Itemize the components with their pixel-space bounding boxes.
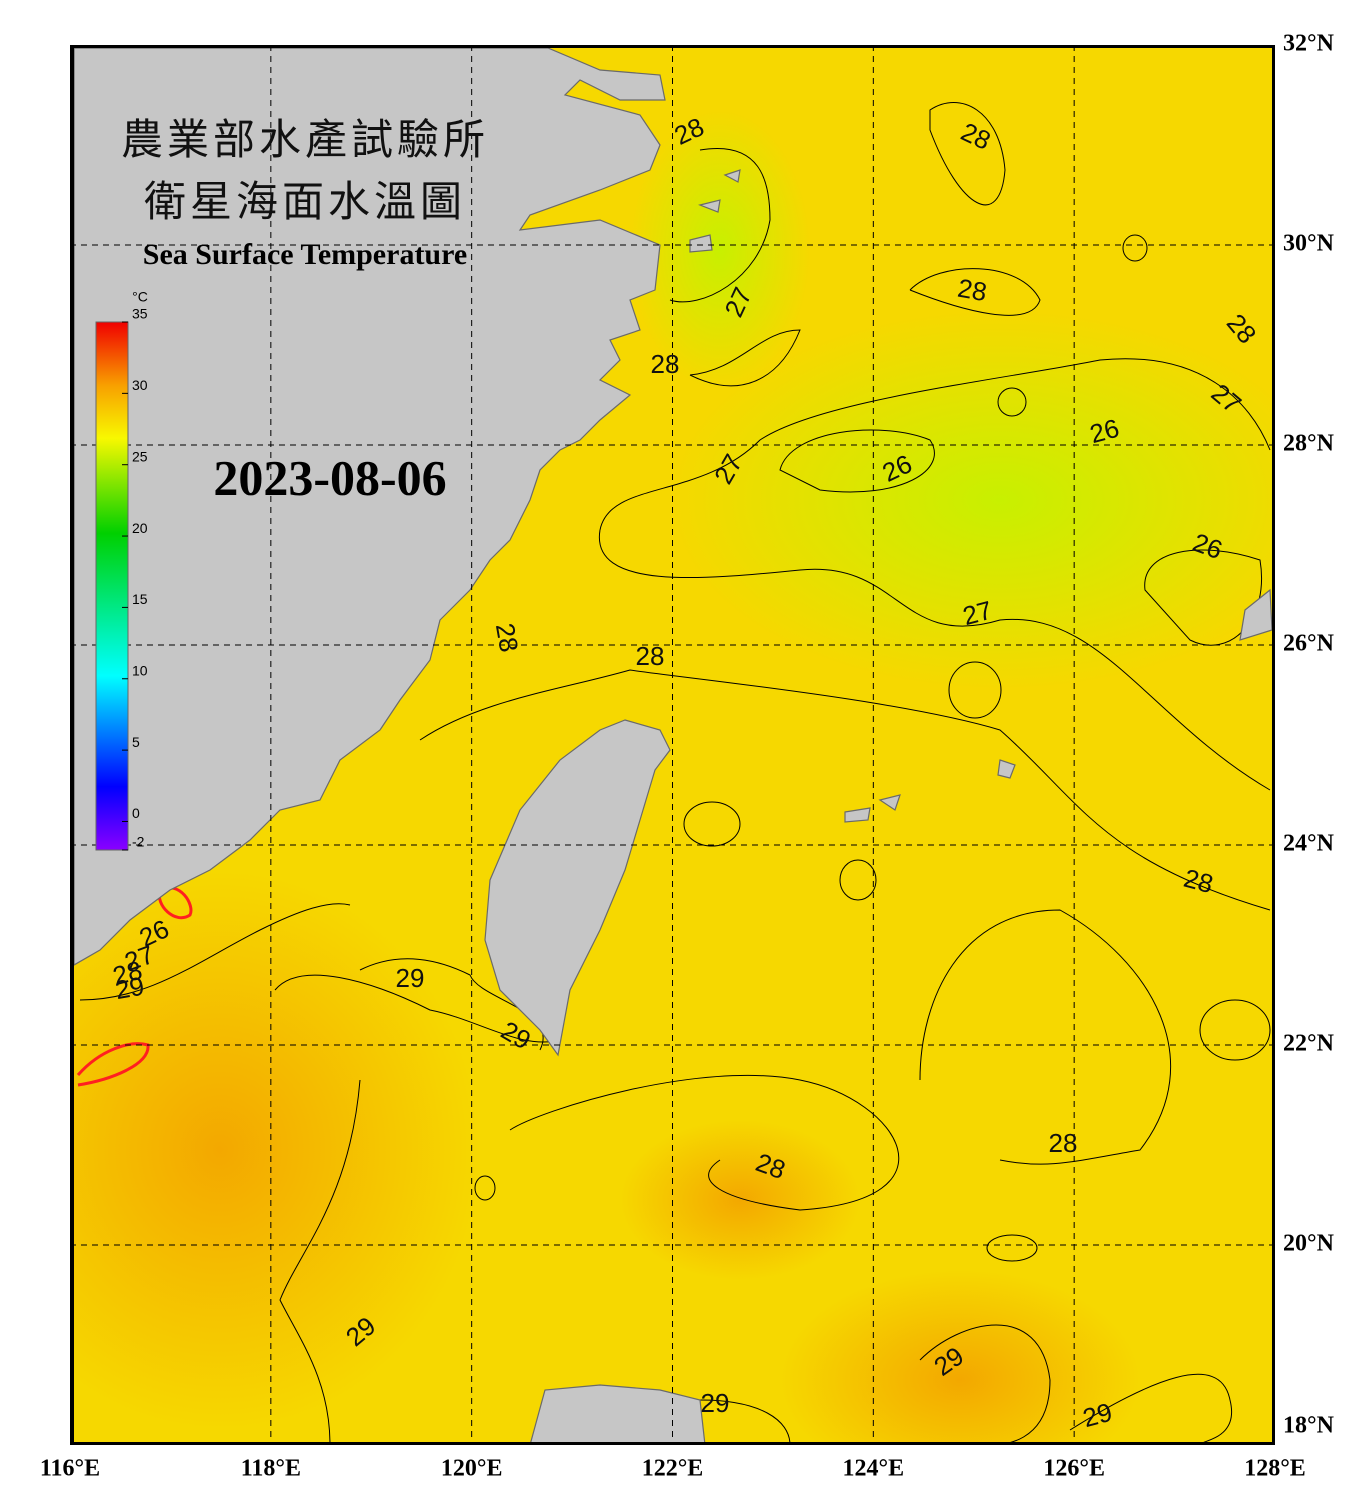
lat-tick-label: 24°N [1283, 831, 1335, 857]
lon-tick-label: 126°E [1043, 1456, 1105, 1482]
lat-tick-label: 28°N [1283, 431, 1335, 457]
lon-tick-label: 124°E [843, 1456, 905, 1482]
contour-label: 28 [956, 273, 990, 308]
lon-tick-label: 118°E [241, 1456, 301, 1482]
colorbar-unit: °C [132, 289, 148, 305]
lat-tick-label: 18°N [1283, 1413, 1335, 1439]
lat-tick-label: 20°N [1283, 1231, 1335, 1257]
cool-area [670, 310, 1272, 690]
date: 2023-08-06 [213, 449, 446, 505]
contour-label: 28 [636, 641, 665, 671]
lat-tick-label: 32°N [1283, 31, 1335, 57]
title-zh: 農業部水產試驗所 [121, 115, 489, 164]
colorbar-tick-label: 35 [132, 306, 148, 322]
colorbar-tick-label: 30 [132, 377, 148, 393]
grid [74, 48, 1272, 1442]
axes: 116°E 118°E 120°E 122°E 124°E 126°E 128°E 18°N 2… [40, 31, 1335, 1482]
lat-tick-label: 22°N [1283, 1031, 1335, 1057]
lat-tick-label: 26°N [1283, 631, 1335, 657]
contour-label: 29 [396, 963, 425, 993]
colorbar-tick-label: 20 [132, 520, 148, 536]
colorbar [95, 321, 129, 851]
colorbar-tick-label: 0 [132, 805, 140, 821]
contours [79, 102, 1271, 1442]
land [74, 48, 1272, 1442]
warm-area [780, 1270, 1140, 1442]
colorbar-tick-label: 5 [132, 734, 140, 750]
lon-tick-label: 122°E [642, 1456, 704, 1482]
colorbar-ticks: 35 30 25 20 15 10 5 0 -2 [122, 306, 148, 851]
colorbar-tick-label: 15 [132, 591, 148, 607]
lon-tick-label: 116°E [40, 1456, 100, 1482]
lon-tick-label: 120°E [441, 1456, 503, 1482]
warm-area [620, 1120, 860, 1280]
colorbar-tick-label: -2 [132, 834, 145, 850]
colorbar-tick-label: 25 [132, 448, 148, 464]
lon-tick-label: 128°E [1244, 1456, 1306, 1482]
warm-area [74, 870, 480, 1430]
contour-label: 28 [1049, 1128, 1078, 1158]
contour-label: 28 [490, 621, 525, 655]
contour-label: 29 [113, 971, 147, 1006]
title-en: Sea Surface Temperature [143, 238, 467, 271]
subtitle-zh: 衛星海面水溫圖 [144, 177, 466, 226]
contour-label: 29 [701, 1388, 730, 1418]
contour-label: 28 [651, 349, 680, 379]
lat-tick-label: 30°N [1283, 231, 1335, 257]
colorbar-tick-label: 10 [132, 662, 148, 678]
